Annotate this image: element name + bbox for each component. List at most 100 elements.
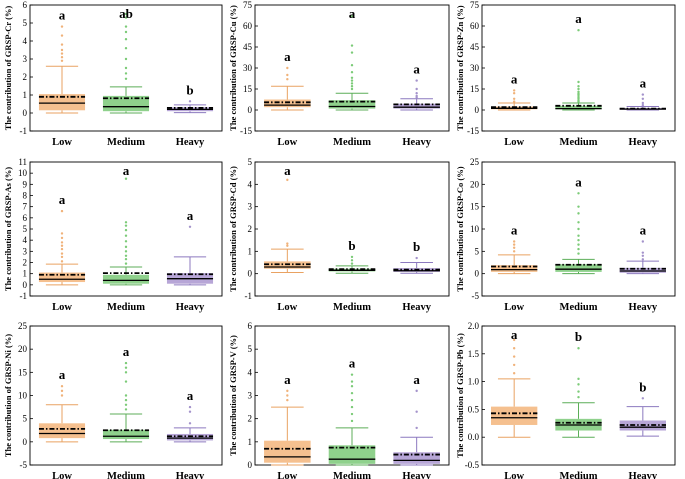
outlier-point [188, 422, 192, 425]
box-medium: b [328, 238, 376, 274]
outlier-point [577, 395, 580, 399]
outlier-point [641, 240, 645, 243]
y-tick-label: 0 [23, 437, 28, 447]
significance-letter: b [575, 329, 582, 344]
x-category-label: Medium [560, 302, 598, 313]
outlier-point [350, 87, 354, 91]
significance-letter: a [575, 174, 582, 189]
outlier-point [60, 43, 64, 46]
outlier-point [60, 389, 64, 393]
significance-letter: a [413, 62, 420, 77]
outlier-point [124, 408, 128, 411]
y-tick-label: -5 [472, 291, 480, 301]
outlier-point [60, 385, 64, 388]
x-category-label: Medium [333, 302, 371, 313]
x-category-label: Medium [107, 471, 145, 479]
outlier-point [60, 34, 64, 37]
outlier-point [350, 82, 354, 85]
y-tick-label: -1 [20, 126, 28, 136]
outlier-point [124, 234, 128, 237]
outlier-point [577, 234, 580, 237]
outlier-point [350, 373, 354, 376]
box-iqr [491, 406, 538, 425]
y-tick-label: 4 [23, 235, 28, 245]
y-tick-label: 1 [23, 269, 28, 279]
outlier-point [512, 100, 516, 103]
outlier-point [415, 410, 418, 413]
outlier-point [60, 394, 64, 397]
box-low: a [38, 8, 86, 114]
y-tick-label: 1 [23, 90, 28, 100]
y-tick-label: 10 [18, 391, 28, 401]
outlier-point [350, 259, 354, 262]
outlier-point [350, 391, 354, 395]
y-tick-label: 20 [18, 344, 28, 354]
outlier-point [350, 385, 354, 388]
y-tick-label: 2 [23, 72, 28, 82]
x-category-label: Low [504, 302, 524, 313]
x-category-label: Medium [560, 471, 598, 479]
outlier-point [512, 250, 516, 253]
outlier-point [60, 25, 64, 28]
outlier-point [641, 397, 645, 400]
outlier-point [641, 97, 645, 101]
outlier-point [415, 426, 418, 430]
outlier-point [350, 44, 354, 47]
outlier-point [124, 380, 128, 383]
significance-letter: a [575, 11, 582, 26]
outlier-point [577, 247, 580, 251]
box-low: a [264, 163, 311, 274]
outlier-point [124, 77, 128, 81]
y-tick-label: 6 [23, 0, 28, 10]
box-iqr [555, 105, 602, 110]
outlier-point [577, 377, 580, 381]
boxplot-panel: -5 0 5 10 15 20 25 The contribution of GRSP-Ni … [3, 321, 223, 479]
outlier-point [512, 372, 516, 375]
y-tick-label: 2.0 [468, 321, 480, 331]
box-heavy: b [393, 239, 440, 274]
y-tick-label: 60 [243, 21, 253, 31]
box-iqr [264, 99, 311, 108]
y-tick-label: 15 [243, 84, 253, 94]
box-low: a [491, 223, 538, 275]
outlier-point [60, 260, 64, 263]
significance-letter: a [640, 76, 647, 91]
outlier-point [577, 80, 580, 84]
box-heavy: b [166, 82, 214, 114]
outlier-point [124, 394, 128, 397]
x-category-label: Low [52, 137, 72, 148]
outlier-point [124, 177, 128, 180]
outlier-point [512, 355, 516, 358]
outlier-point [350, 262, 354, 265]
y-tick-label: 0 [475, 105, 480, 115]
y-tick-label: 4 [248, 367, 253, 377]
outlier-point [60, 209, 64, 213]
outlier-point [124, 245, 128, 249]
outlier-point [512, 97, 516, 101]
outlier-point [60, 59, 64, 62]
box-iqr [393, 452, 440, 464]
outlier-point [286, 73, 289, 77]
outlier-point [641, 251, 645, 254]
outlier-point [60, 247, 64, 251]
x-category-label: Heavy [176, 302, 205, 313]
outlier-point [641, 93, 645, 96]
significance-letter: a [123, 163, 130, 178]
y-tick-label: 4 [248, 179, 253, 189]
box-low: a [491, 71, 538, 111]
boxplot-panel: -5 0 5 10 15 20 25 The contribution of GRSP-Co … [455, 157, 676, 313]
outlier-point [124, 228, 128, 232]
y-tick-label: 7 [23, 202, 28, 212]
outlier-point [124, 47, 128, 50]
outlier-point [124, 254, 128, 257]
y-tick-label: 5 [23, 414, 28, 424]
outlier-point [124, 403, 128, 406]
outlier-point [124, 16, 128, 19]
box-medium: a [328, 356, 376, 466]
y-tick-label: 1 [248, 437, 253, 447]
outlier-point [286, 244, 289, 247]
box-iqr [102, 429, 150, 440]
outlier-point [124, 224, 128, 227]
outlier-point [124, 371, 128, 374]
